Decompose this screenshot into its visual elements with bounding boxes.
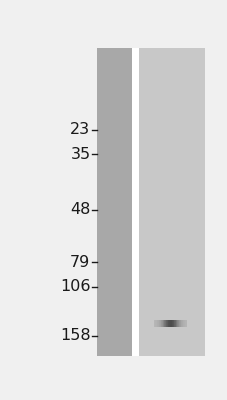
Bar (175, 320, 176, 327)
Bar (176, 320, 177, 327)
Bar (177, 320, 178, 327)
Bar (173, 320, 174, 327)
Bar (179, 320, 180, 327)
Bar (157, 320, 158, 327)
Bar (180, 320, 181, 327)
Bar (160, 320, 161, 327)
Bar (154, 320, 155, 327)
Bar (179, 320, 180, 327)
Bar (158, 320, 159, 327)
Bar (169, 320, 170, 327)
Bar (155, 320, 156, 327)
Bar (174, 320, 175, 327)
Text: 106: 106 (60, 279, 90, 294)
Bar (173, 320, 174, 327)
Bar (172, 320, 173, 327)
Text: 79: 79 (70, 254, 90, 270)
Bar (182, 320, 183, 327)
Bar (168, 320, 169, 327)
Bar (157, 320, 158, 327)
Bar (131, 48, 138, 356)
Bar (156, 320, 157, 327)
Bar (164, 320, 165, 327)
Bar (96, 48, 131, 356)
Bar (160, 320, 161, 327)
Bar (164, 320, 165, 327)
Bar (153, 320, 154, 327)
Bar (170, 320, 171, 327)
Text: 35: 35 (70, 147, 90, 162)
Bar (166, 320, 167, 327)
Bar (159, 320, 160, 327)
Bar (161, 320, 162, 327)
Bar (181, 320, 182, 327)
Text: 158: 158 (60, 328, 90, 344)
Bar (138, 48, 204, 356)
Bar (177, 320, 178, 327)
Text: 48: 48 (70, 202, 90, 217)
Bar (178, 320, 179, 327)
Bar (166, 320, 167, 327)
Bar (184, 320, 185, 327)
Text: 23: 23 (70, 122, 90, 137)
Bar (165, 320, 166, 327)
Bar (158, 320, 159, 327)
Bar (175, 320, 176, 327)
Bar (183, 320, 184, 327)
Bar (167, 320, 168, 327)
Bar (162, 320, 163, 327)
Bar (185, 320, 186, 327)
Bar (171, 320, 172, 327)
Bar (163, 320, 164, 327)
